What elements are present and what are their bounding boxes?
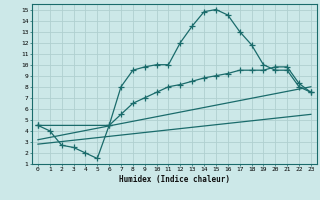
X-axis label: Humidex (Indice chaleur): Humidex (Indice chaleur) — [119, 175, 230, 184]
